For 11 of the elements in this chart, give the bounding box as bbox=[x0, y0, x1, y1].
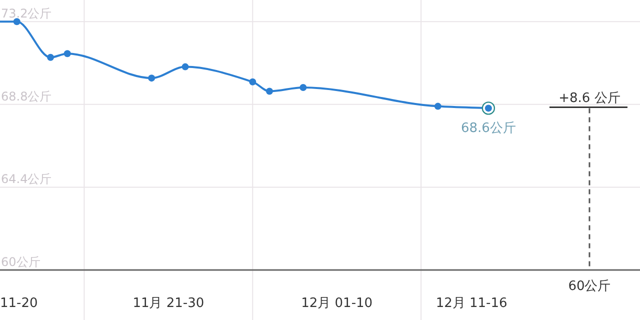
annotation: +8.6 公斤 bbox=[558, 91, 620, 106]
data-label: 68.6公斤 bbox=[460, 121, 516, 136]
y-tick-label: 64.4公斤 bbox=[1, 172, 52, 186]
y-tick-label: 60公斤 bbox=[1, 255, 40, 269]
x-tick-label: 12月 11-16 bbox=[436, 296, 508, 311]
y-tick-label: 68.8公斤 bbox=[1, 89, 52, 104]
y-tick-label: 73.2公斤 bbox=[1, 6, 52, 21]
ref-line-label: 60公斤 bbox=[568, 279, 611, 294]
x-tick-label: 11-20 bbox=[0, 296, 38, 311]
x-tick-label: 11月 21-30 bbox=[132, 296, 204, 311]
x-tick-label: 12月 01-10 bbox=[301, 296, 373, 311]
